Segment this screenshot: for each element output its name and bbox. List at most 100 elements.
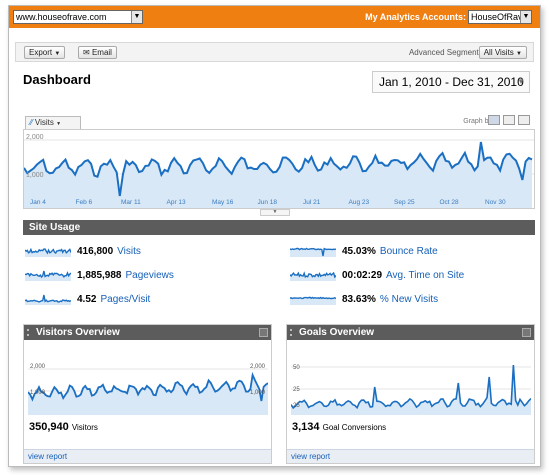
avg-time-sparkline [290,271,336,281]
goals-chart: 50 25 25 [291,364,531,415]
goals-overview-panel: Goals Overview 50 25 25 3,134 Goal Conve… [286,324,535,464]
y-right-top-label: 2,000 [250,364,266,370]
chevron-down-icon: ▼ [54,51,61,57]
visitors-overview-panel: Visitors Overview 2,000 1,000 2,000 1,00… [23,324,272,464]
pageviews-sparkline [25,270,71,281]
envelope-icon: ✉ [83,48,90,57]
y-left-top-label: 2,000 [30,364,46,370]
advanced-segments-label: Advanced Segments: [408,48,485,57]
goals-view-report-link[interactable]: view report [291,452,331,461]
close-icon[interactable] [259,328,268,337]
goals-value-label: Goal Conversions [322,423,387,432]
y-top-label: 50 [293,365,300,371]
metric-label[interactable]: Bounce Rate [379,245,438,257]
close-icon[interactable] [522,328,531,337]
x-axis-tick-label: Jul 21 [303,199,321,206]
drag-handle-icon[interactable] [27,329,32,336]
metric-visits[interactable]: 416,800 Visits [25,244,141,258]
y-low-label: 25 [293,403,300,409]
visits-chart-svg: 2,000 1,000 Jan 4 Feb 6 Mar 11 Apr 13 May 16… [23,134,534,208]
metric-label[interactable]: Pageviews [125,269,174,281]
toolbar: Export ▼ ✉ Email Advanced Segments: All … [15,42,534,62]
x-axis-tick-label: Jun 18 [258,199,278,206]
x-axis-tick-label: Oct 28 [440,199,460,206]
graph-by-day-button[interactable] [488,115,500,125]
goals-overview-header[interactable]: Goals Overview [287,325,534,340]
metric-label[interactable]: Pages/Visit [100,293,151,305]
chevron-down-icon: ▼ [56,121,62,127]
page-title: Dashboard [23,72,91,87]
line-chart-icon: ⁄⁄ [30,118,33,127]
email-label: Email [91,48,112,57]
metric-new-visits[interactable]: 83.63% % New Visits [290,292,438,306]
y-axis-mid-label: 1,000 [26,172,44,179]
metric-label[interactable]: % New Visits [379,293,439,305]
visits-area [24,142,532,208]
export-label: Export [29,48,53,57]
chevron-down-icon: ▼ [131,11,142,23]
segment-select[interactable]: All Visits ▼ [478,46,527,59]
site-select-value: www.houseofrave.com [16,12,107,22]
date-range-value: Jan 1, 2010 - Dec 31, 2010 [379,75,524,89]
goals-total: 3,134 Goal Conversions [292,421,386,433]
sparkline-line [25,247,71,255]
graph-by-month-button[interactable] [518,115,530,125]
metric-label[interactable]: Avg. Time on Site [386,269,465,281]
drag-handle-icon[interactable] [290,329,295,336]
x-axis-tick-label: Jan 4 [30,199,46,206]
goals-footer: view report [287,449,534,463]
pages-per-visit-sparkline [25,294,71,305]
visitors-total: 350,940 Visitors [29,421,98,433]
metric-bounce-rate[interactable]: 45.03% Bounce Rate [290,244,438,258]
visitors-overview-title: Visitors Overview [36,327,120,338]
graph-by-week-button[interactable] [503,115,515,125]
metric-label[interactable]: Visits [117,245,141,257]
metric-value: 1,885,988 [77,269,122,281]
visitors-value: 350,940 [29,421,69,433]
y-right-mid-label: 1,000 [250,390,266,396]
x-axis-tick-label: Mar 11 [121,199,141,206]
goals-overview-title: Goals Overview [299,327,375,338]
metric-pageviews[interactable]: 1,885,988 Pageviews [25,268,174,282]
email-button[interactable]: ✉ Email [78,46,117,59]
account-select[interactable]: HouseOfRave ▼ [468,10,532,24]
sparkline-line [25,294,71,303]
site-usage-title: Site Usage [29,222,81,233]
export-button[interactable]: Export ▼ [24,46,66,59]
goals-line [291,364,531,410]
site-select[interactable]: www.houseofrave.com ▼ [13,10,143,24]
top-bar: www.houseofrave.com ▼ My Analytics Accou… [9,6,540,28]
graph-by-label: Graph by: [463,118,494,125]
metric-value: 83.63% [342,293,376,305]
accounts-label: My Analytics Accounts: [365,12,466,22]
x-axis-tick-label: Aug 23 [349,199,370,206]
x-axis-tick-label: Nov 30 [485,199,506,206]
goals-value: 3,134 [292,421,320,433]
date-range-picker[interactable]: Jan 1, 2010 - Dec 31, 2010 ▼ [372,71,530,93]
visitors-value-label: Visitors [71,423,98,432]
metric-avg-time[interactable]: 00:02:29 Avg. Time on Site [290,268,464,282]
y-left-mid-label: 1,000 [30,390,46,396]
visitors-overview-header[interactable]: Visitors Overview [24,325,271,340]
goals-area [291,365,531,415]
sparkline-area [290,297,336,305]
x-axis-tick-label: Apr 13 [167,199,187,206]
bounce-rate-sparkline [290,247,336,257]
site-usage-header: Site Usage [23,220,535,235]
visitors-view-report-link[interactable]: view report [28,452,68,461]
y-mid-label: 25 [293,387,300,393]
metric-value: 416,800 [77,245,114,257]
chevron-down-icon: ▼ [516,51,522,57]
x-axis-tick-label: Feb 6 [76,199,93,206]
new-visits-sparkline [290,296,336,305]
metric-value: 00:02:29 [342,269,383,281]
sparkline-line [290,296,336,300]
x-axis-tick-label: Sep 25 [394,199,415,206]
metric-pages-per-visit[interactable]: 4.52 Pages/Visit [25,292,150,306]
metric-value: 4.52 [77,293,97,305]
x-axis-labels: Jan 4 Feb 6 Mar 11 Apr 13 May 16 Jun 18 Jul 21… [30,199,506,206]
chart-collapse-handle[interactable]: ▼ [260,209,290,216]
visitors-area [28,375,268,415]
metric-selector-label: Visits [34,118,54,127]
metric-selector[interactable]: ⁄⁄ Visits ▼ [25,116,81,129]
